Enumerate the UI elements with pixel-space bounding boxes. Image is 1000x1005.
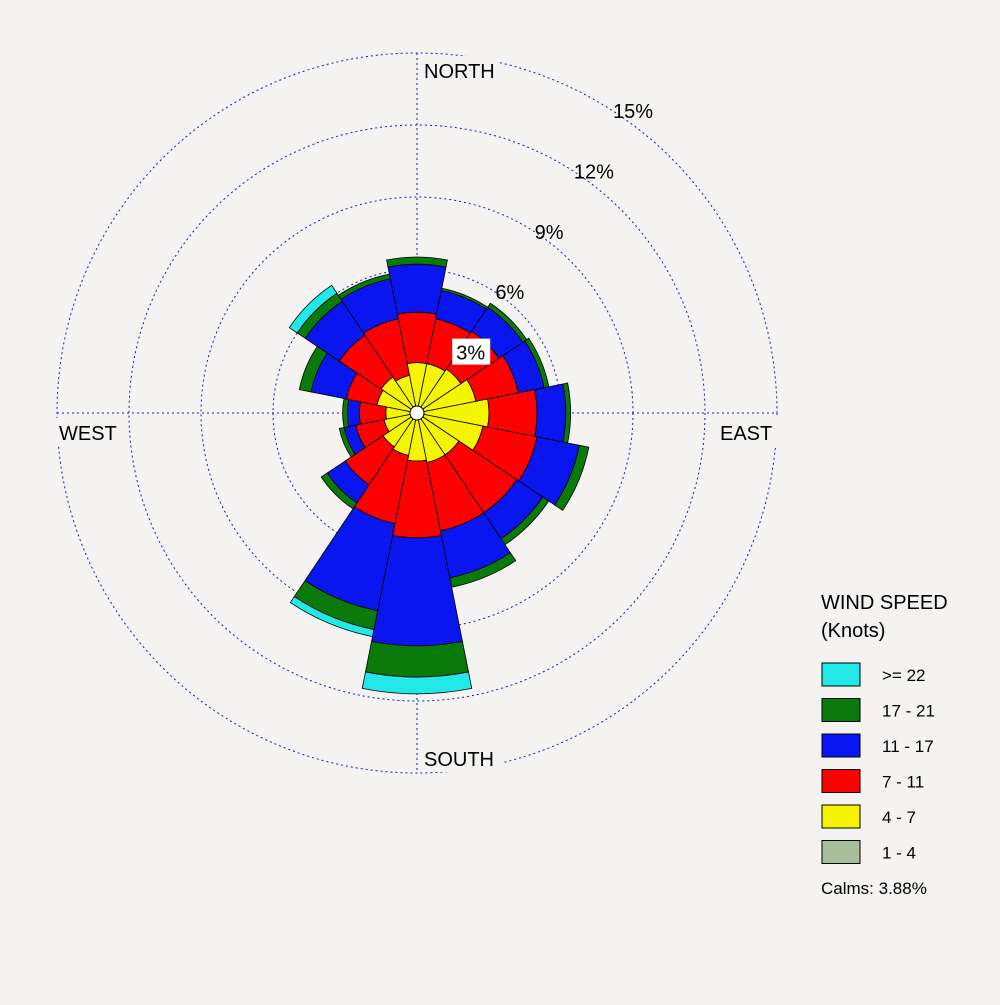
petal-W-bin-11-17 bbox=[347, 399, 360, 426]
legend-label-0: >= 22 bbox=[882, 666, 926, 685]
ring-label-6pct: 6% bbox=[495, 282, 524, 304]
legend-swatch-5 bbox=[822, 841, 860, 864]
center-hole bbox=[410, 406, 424, 420]
legend-label-3: 7 - 11 bbox=[882, 773, 924, 792]
legend-swatch-2 bbox=[822, 734, 860, 757]
legend-label-2: 11 - 17 bbox=[882, 737, 934, 756]
calms-label: Calms: 3.88% bbox=[821, 879, 927, 898]
legend-label-4: 4 - 7 bbox=[882, 808, 916, 827]
legend: WIND SPEED (Knots) >= 22 17 - 21 11 - 17 7 … bbox=[821, 592, 948, 898]
legend-label-1: 17 - 21 bbox=[882, 702, 935, 721]
legend-label-5: 1 - 4 bbox=[882, 844, 916, 863]
petal-E-bin-11-17 bbox=[535, 384, 566, 442]
compass-east-label: EAST bbox=[720, 423, 772, 445]
legend-swatch-4 bbox=[822, 805, 860, 828]
compass-north-label: NORTH bbox=[424, 61, 495, 83]
legend-swatch-1 bbox=[822, 699, 860, 722]
ring-label-9pct: 9% bbox=[535, 222, 564, 244]
petal-N-bin-11-17 bbox=[388, 264, 446, 314]
compass-south-label: SOUTH bbox=[424, 749, 494, 771]
ring-label-15pct: 15% bbox=[613, 101, 653, 123]
compass-west-label: WEST bbox=[59, 423, 117, 445]
legend-title-line1: WIND SPEED bbox=[821, 592, 948, 614]
legend-title-line2: (Knots) bbox=[821, 620, 885, 642]
legend-swatch-0 bbox=[822, 663, 860, 686]
petal-S-bin-17-21 bbox=[366, 641, 469, 677]
ring-label-3pct: 3% bbox=[456, 343, 485, 365]
ring-label-12pct: 12% bbox=[574, 161, 614, 183]
petals bbox=[289, 257, 589, 694]
legend-swatch-3 bbox=[822, 770, 860, 793]
